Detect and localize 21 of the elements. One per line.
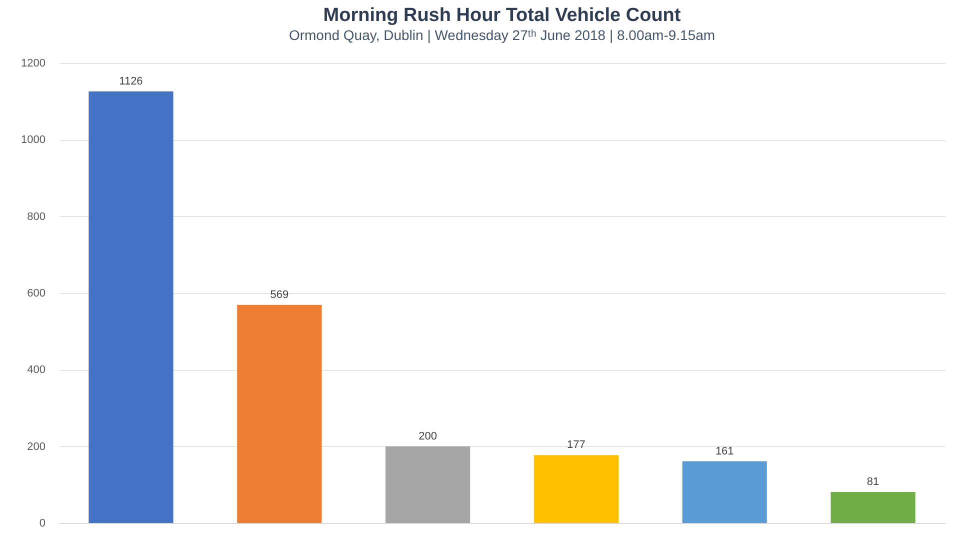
data-label: 200 [418,430,437,442]
y-tick-label: 0 [39,518,46,530]
y-tick-label: 600 [27,288,46,300]
y-tick-label: 200 [27,440,46,453]
y-tick-label: 1000 [21,134,46,146]
bar [682,461,767,523]
data-label: 569 [270,288,289,301]
y-tick-label: 800 [27,210,46,223]
bar [88,91,174,523]
chart-subtitle: Ormond Quay, Dublin | Wednesday 27ᵗʰ June 2018 | 8.00am-9.15am [288,27,716,43]
chart-title: Morning Rush Hour Total Vehicle Count [323,5,682,26]
y-tick-label: 400 [27,364,46,376]
bar [534,455,618,523]
bar [237,304,322,523]
bar [386,446,470,523]
bar [830,492,916,523]
data-label: 81 [866,476,880,488]
y-tick-label: 1200 [21,58,46,70]
data-label: 161 [715,445,734,458]
data-label: 177 [567,439,586,452]
data-label: 1126 [119,75,143,88]
